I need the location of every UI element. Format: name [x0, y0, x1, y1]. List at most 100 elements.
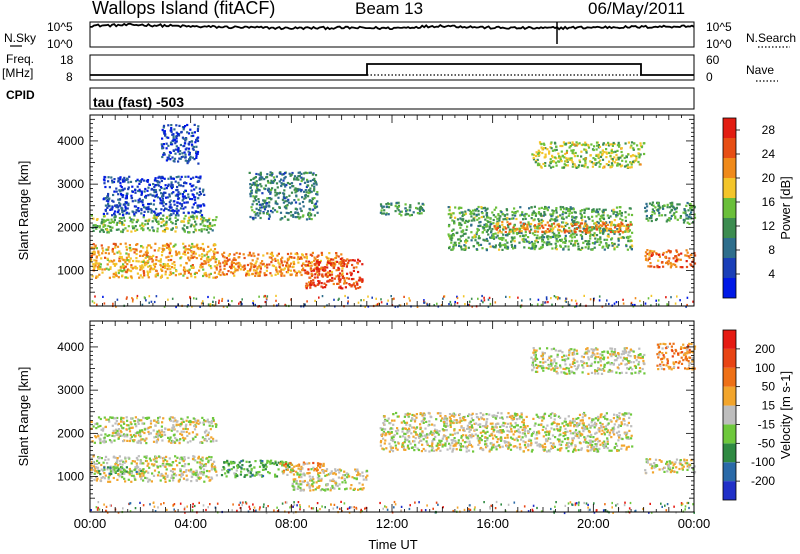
velocity-colorbar-segment: [723, 443, 736, 463]
velocity-colorbar-tick: 100: [755, 361, 775, 375]
velocity-colorbar-segment: [723, 462, 736, 482]
power-colorbar-tick: 4: [768, 267, 775, 281]
power-region: [644, 201, 697, 225]
velocity-region: [98, 466, 143, 476]
power-colorbar-tick: 24: [762, 147, 776, 161]
velocity-panel: 1000 2000 3000 4000 Slant Range [km] 00:00 04:…: [16, 320, 711, 531]
noise-tick-high-left: 10^5: [47, 20, 73, 34]
velocity-colorbar-tick: 200: [755, 342, 775, 356]
velocity-region: [279, 461, 325, 475]
noise-frame: [89, 21, 695, 48]
freq-tick-low: 8: [66, 70, 73, 84]
velocity-region: [644, 458, 697, 475]
date-title: 06/May/2011: [588, 0, 685, 18]
power-region: [102, 175, 206, 217]
power-region: [90, 214, 218, 234]
velocity-x-tick-label: 04:00: [174, 516, 207, 531]
power-region: [304, 257, 364, 290]
beam-title: Beam 13: [355, 0, 423, 18]
power-colorbar-segment: [723, 278, 736, 298]
nsky-series: [90, 22, 695, 31]
power-colorbar-tick: 20: [762, 171, 776, 185]
noise-strip: N.Sky 10^5 10^0 10^5 10^0 N.Search: [4, 20, 796, 51]
velocity-x-tick-label: 08:00: [275, 516, 308, 531]
power-region: [644, 249, 697, 269]
nave-label: Nave: [746, 63, 774, 77]
power-region: [248, 171, 319, 221]
velocity-colorbar-segment: [723, 330, 736, 349]
velocity-y-axis-title: Slant Range [km]: [16, 367, 31, 467]
velocity-colorbar-tick: 15: [762, 399, 776, 413]
velocity-region: [379, 411, 634, 453]
frequency-strip: Freq. [MHz] 18 8 60 0 Nave: [2, 52, 778, 84]
noise-tick-low-left: 10^0: [47, 37, 73, 51]
power-colorbar-tick: 8: [768, 243, 775, 257]
velocity-region: [90, 455, 218, 483]
power-y-tick-label: 2000: [57, 220, 84, 234]
power-colorbar-tick: 12: [762, 219, 776, 233]
power-colorbar-segment: [723, 198, 736, 218]
velocity-colorbar-segment: [723, 348, 736, 368]
power-colorbar-segment: [723, 118, 736, 138]
velocity-region: [656, 342, 697, 371]
noise-tick-low-right: 10^0: [706, 37, 732, 51]
power-region: [531, 141, 646, 169]
velocity-colorbar-title: Velocity [m s-1]: [778, 371, 793, 459]
nave-tick-high: 60: [706, 53, 720, 67]
velocity-x-tick-label: 00:00: [74, 516, 107, 531]
nave-tick-low: 0: [706, 70, 713, 84]
noise-tick-high-right: 10^5: [706, 20, 732, 34]
power-region: [493, 220, 632, 234]
power-colorbar: 4 8 12 16 20 24 28 Power [dB]: [722, 117, 793, 299]
velocity-colorbar-segment: [723, 367, 736, 387]
velocity-x-tick-label: 16:00: [476, 516, 509, 531]
freq-unit-label: [MHz]: [2, 66, 33, 80]
cpid-label: CPID: [6, 88, 35, 102]
velocity-colorbar-segment: [723, 386, 736, 406]
power-colorbar-segment: [723, 158, 736, 178]
velocity-y-tick-label: 2000: [57, 426, 84, 440]
power-y-axis-title: Slant Range [km]: [16, 161, 31, 261]
power-colorbar-segment: [723, 178, 736, 198]
freq-label: Freq.: [6, 52, 34, 66]
velocity-y-tick-label: 3000: [57, 383, 84, 397]
velocity-colorbar-segment: [723, 481, 736, 500]
power-region: [90, 242, 218, 280]
power-colorbar-segment: [723, 238, 736, 258]
freq-tick-high: 18: [60, 53, 74, 67]
velocity-y-tick-label: 4000: [57, 340, 84, 354]
velocity-region: [291, 468, 369, 492]
velocity-colorbar-tick: -50: [758, 436, 776, 450]
power-panel: 1000 2000 3000 4000 Slant Range [km]: [16, 114, 697, 309]
power-colorbar-segment: [723, 218, 736, 238]
velocity-colorbar-segment: [723, 405, 736, 425]
power-colorbar-segment: [723, 138, 736, 158]
cpid-value: tau (fast) -503: [93, 94, 184, 110]
velocity-y-tick-label: 1000: [57, 470, 84, 484]
power-region: [160, 123, 200, 165]
velocity-colorbar-tick: 50: [762, 380, 776, 394]
power-region: [379, 201, 425, 217]
cpid-frame: [89, 87, 695, 110]
power-colorbar-tick: 28: [762, 123, 776, 137]
power-y-tick-label: 1000: [57, 264, 84, 278]
power-y-tick-label: 4000: [57, 134, 84, 148]
power-colorbar-title: Power [dB]: [778, 176, 793, 240]
velocity-x-tick-label: 12:00: [376, 516, 409, 531]
station-title: Wallops Island (fitACF): [92, 0, 275, 18]
freq-frame: [89, 54, 695, 81]
velocity-region: [90, 416, 218, 445]
velocity-colorbar-segment: [723, 424, 736, 444]
freq-series: [90, 63, 694, 76]
x-axis-title: Time UT: [368, 537, 417, 552]
power-colorbar-segment: [723, 258, 736, 278]
velocity-colorbar: 200 100 50 15 -15 -50 -100 -200 Velocity [m s-1]: [722, 329, 793, 501]
velocity-x-tick-label: 20:00: [577, 516, 610, 531]
nsky-label: N.Sky: [4, 31, 36, 45]
velocity-colorbar-tick: -100: [751, 455, 775, 469]
velocity-colorbar-tick: -200: [751, 474, 775, 488]
velocity-x-tick-label: 00:00: [678, 516, 711, 531]
power-region: [216, 251, 344, 277]
velocity-region: [530, 347, 646, 375]
power-colorbar-tick: 16: [762, 195, 776, 209]
